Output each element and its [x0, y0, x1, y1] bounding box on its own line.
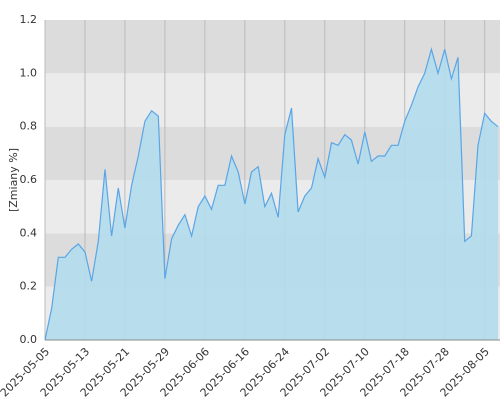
- y-tick-label: 1.0: [20, 66, 38, 79]
- y-tick-label: 0.2: [20, 280, 38, 293]
- y-tick-label: 0.0: [20, 333, 38, 346]
- y-axis-label: [Zmiany %]: [7, 148, 20, 212]
- y-tick-label: 1.2: [20, 13, 38, 26]
- grid-band: [45, 20, 500, 74]
- y-tick-label: 0.6: [20, 173, 38, 186]
- y-tick-label: 0.8: [20, 120, 38, 133]
- y-tick-label: 0.4: [20, 226, 38, 239]
- line: [44, 47, 499, 341]
